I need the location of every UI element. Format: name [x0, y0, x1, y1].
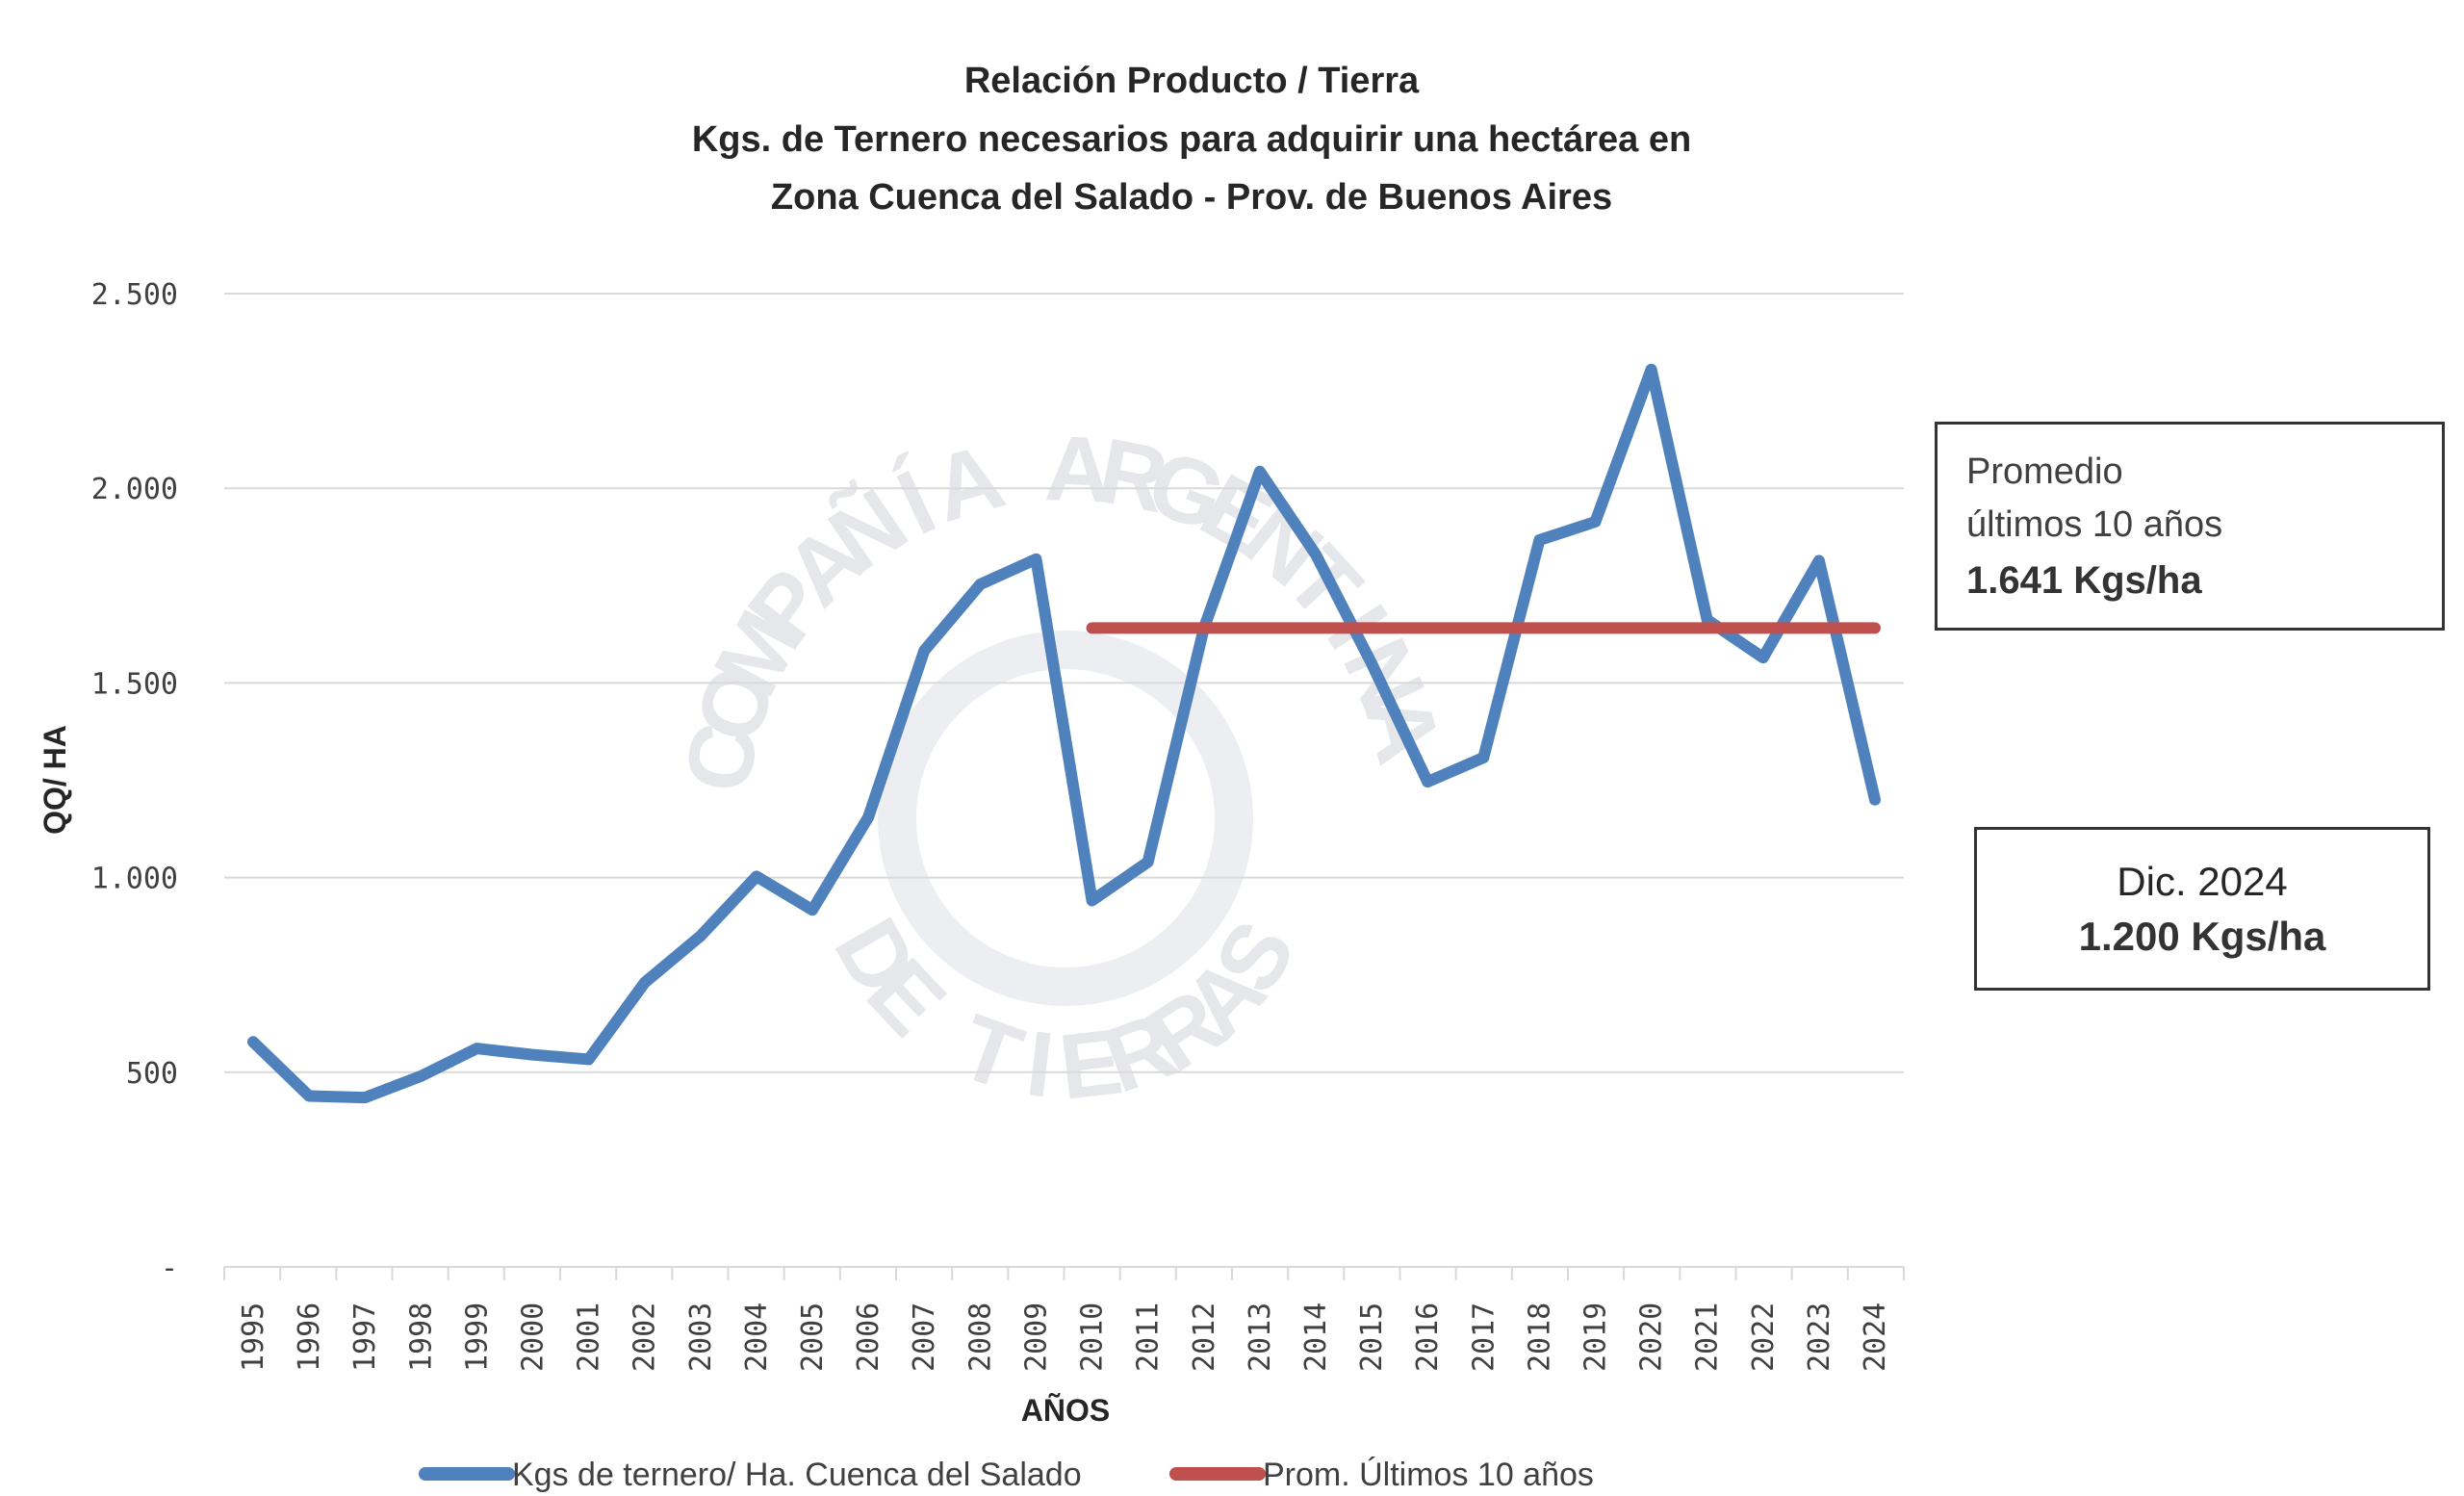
x-tick-label: 2000	[517, 1303, 551, 1372]
x-tick-label: 1995	[237, 1303, 270, 1372]
x-tick-label: 2007	[908, 1303, 941, 1372]
y-tick-label: -	[161, 1251, 178, 1285]
watermark-char: E	[1054, 1010, 1127, 1120]
x-tick-label: 2004	[740, 1303, 774, 1372]
x-tick-label: 2003	[684, 1303, 718, 1372]
y-tick-label: 2.000	[91, 473, 178, 506]
chart-title: Relación Producto / Tierra Kgs. de Terne…	[692, 61, 1691, 218]
annotation-promedio-line-1: Promedio	[1966, 451, 2123, 492]
x-tick-label: 1996	[293, 1303, 326, 1372]
x-tick-label: 2001	[573, 1303, 606, 1372]
series-line-kgs-ternero	[247, 363, 1881, 1104]
y-tick-label: 1.000	[91, 863, 178, 896]
annotation-dic-value: 1.200 Kgs/ha	[2078, 914, 2326, 959]
series-layer	[247, 363, 1881, 1104]
x-tick-label: 2023	[1803, 1303, 1836, 1372]
x-tick-label: 2010	[1076, 1303, 1110, 1372]
annotation-box-promedio: Promedio últimos 10 años 1.641 Kgs/ha	[1935, 422, 2445, 631]
x-tick-label: 2015	[1355, 1303, 1389, 1372]
annotation-dic-label: Dic. 2024	[2117, 859, 2288, 904]
x-tick-label: 1998	[404, 1303, 438, 1372]
x-tick-label: 2006	[852, 1303, 886, 1372]
x-tick-label: 2005	[796, 1303, 830, 1372]
title-line-2: Kgs. de Ternero necesarios para adquirir…	[692, 119, 1691, 160]
watermark-char: T	[946, 994, 1035, 1111]
y-tick-label: 1.500	[91, 667, 178, 701]
legend-label-prom: Prom. Últimos 10 años	[1263, 1457, 1594, 1493]
x-tick-label: 2012	[1188, 1303, 1221, 1372]
x-tick-label: 2002	[629, 1303, 662, 1372]
x-tick-label: 2022	[1747, 1303, 1781, 1372]
x-tick-label: 2011	[1132, 1303, 1166, 1372]
x-axis-ticks: 1995 1996 1997 1998 1999 2000 2001 2002 2003 2004…	[237, 1303, 1892, 1372]
annotation-promedio-value: 1.641 Kgs/ha	[1966, 559, 2202, 602]
title-line-3: Zona Cuenca del Salado - Prov. de Buenos…	[771, 177, 1612, 218]
legend: Kgs de ternero/ Ha. Cuenca del Salado Pr…	[419, 1457, 1594, 1493]
x-tick-label: 1999	[460, 1303, 494, 1372]
x-tick-label: 2016	[1411, 1303, 1445, 1372]
x-tick-label: 2024	[1859, 1303, 1892, 1372]
x-tick-label: 1997	[348, 1303, 382, 1372]
annotation-promedio-line-2: últimos 10 años	[1966, 504, 2223, 545]
x-tick-label: 2009	[1019, 1303, 1053, 1372]
x-axis-title: AÑOS	[1021, 1393, 1110, 1428]
x-tick-label: 2019	[1578, 1303, 1612, 1372]
y-axis-title: QQ/ HA	[38, 725, 72, 835]
x-tick-label: 2020	[1635, 1303, 1669, 1372]
x-tick-label: 2014	[1299, 1303, 1333, 1372]
x-tick-label: 2013	[1244, 1303, 1277, 1372]
y-tick-label: 2.500	[91, 278, 178, 312]
x-tick-label: 2018	[1523, 1303, 1556, 1372]
y-tick-label: 500	[126, 1057, 178, 1091]
x-tick-label: 2021	[1691, 1303, 1725, 1372]
legend-label-kgs: Kgs de ternero/ Ha. Cuenca del Salado	[512, 1457, 1082, 1493]
annotation-box-dic-2024: Dic. 2024 1.200 Kgs/ha	[1974, 827, 2430, 991]
x-axis	[223, 1266, 1905, 1280]
watermark-logo-ring	[878, 631, 1253, 1006]
watermark-char: A	[1042, 417, 1113, 522]
y-axis-ticks: - 500 1.000 1.500 2.000 2.500	[91, 278, 178, 1285]
x-tick-label: 2008	[963, 1303, 997, 1372]
gridlines	[224, 293, 1904, 1073]
x-tick-label: 2017	[1467, 1303, 1501, 1372]
title-line-1: Relación Producto / Tierra	[964, 61, 1420, 101]
